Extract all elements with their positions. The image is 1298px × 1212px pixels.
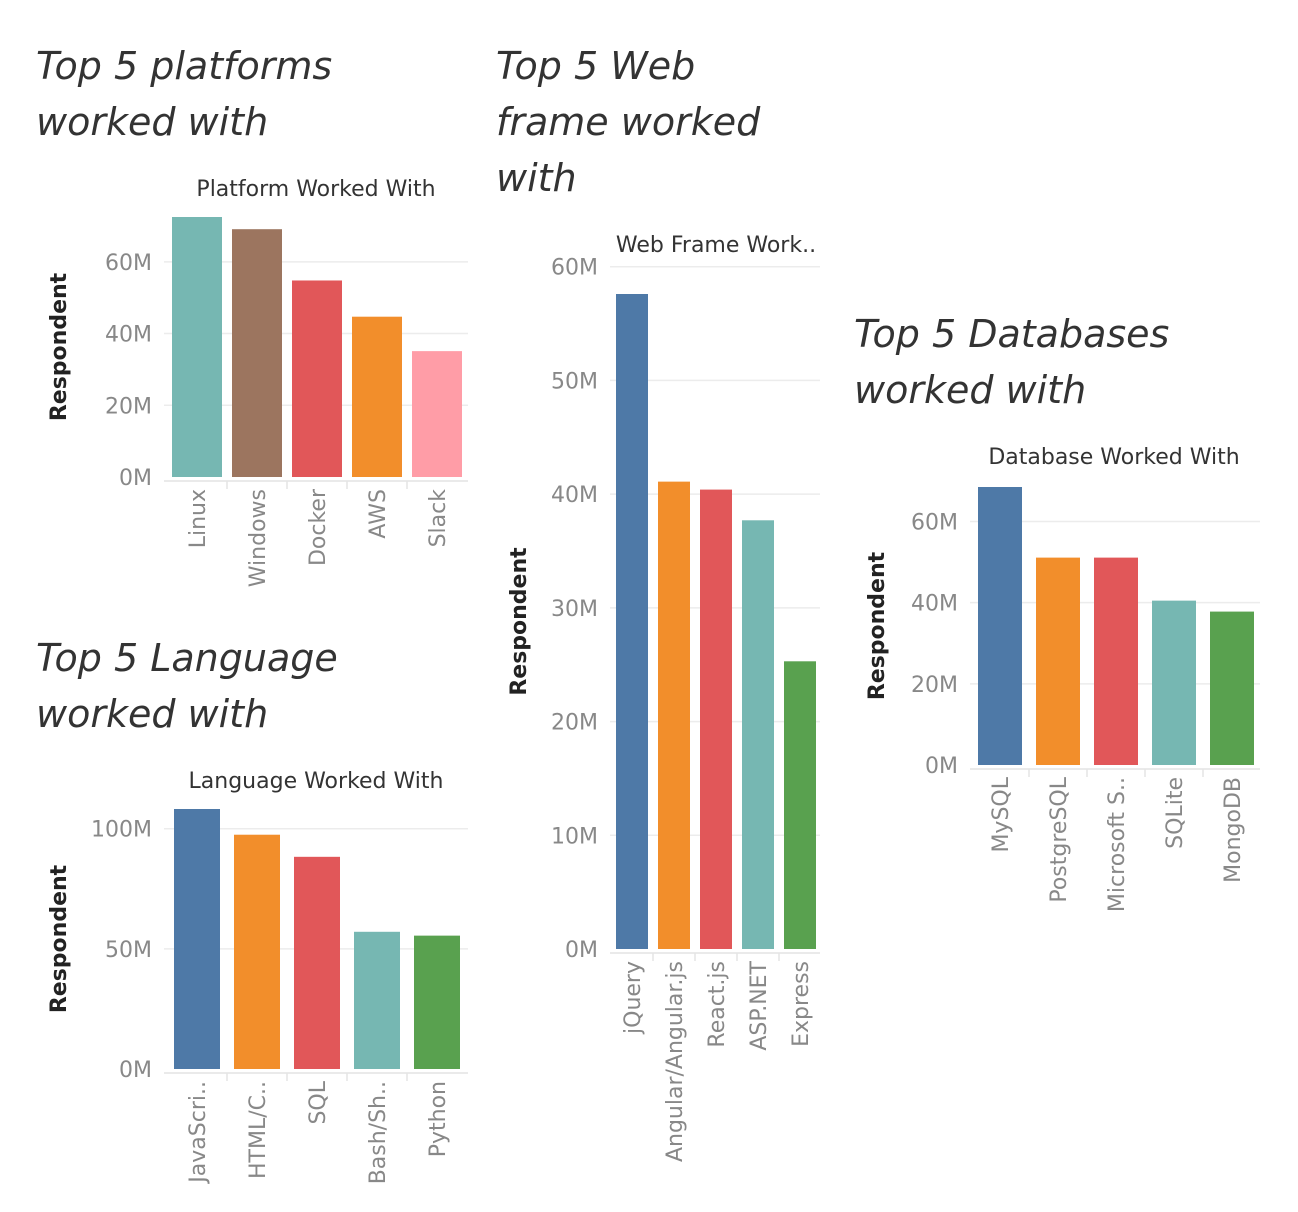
panel-heading-platforms: Top 5 platforms worked with: [36, 38, 332, 150]
chart-2: Language Worked With 0M 50M 100M Respondent J…: [47, 769, 468, 1185]
category-label: Angular/Angular.js: [663, 961, 688, 1162]
bar: [1094, 557, 1138, 765]
y-tick-label: 40M: [551, 483, 598, 508]
y-tick-label: 50M: [551, 369, 598, 394]
y-tick-label: 20M: [105, 394, 152, 419]
bar: [658, 481, 690, 949]
category-label: JavaScri..: [186, 1081, 211, 1185]
y-tick-label: 40M: [911, 592, 958, 617]
y-tick-label: 60M: [105, 251, 152, 276]
panel-heading-webframe: Top 5 Web frame worked with: [496, 38, 760, 206]
category-label: Slack: [426, 489, 451, 548]
bar: [232, 229, 282, 477]
y-tick-label: 20M: [551, 711, 598, 736]
heading-line: worked with: [854, 368, 1087, 412]
heading-line: Top 5 platforms: [36, 44, 333, 88]
bar: [616, 294, 648, 949]
category-label: SQL: [306, 1080, 331, 1124]
category-label: MySQL: [989, 776, 1014, 852]
bar: [978, 487, 1022, 765]
bar: [742, 520, 774, 949]
chart-1: Platform Worked With 0M 20M 40M 60M Responden…: [47, 177, 468, 587]
bar: [414, 935, 460, 1069]
y-tick-label: 0M: [119, 466, 152, 491]
category-label: MongoDB: [1221, 777, 1246, 883]
bar: [700, 489, 732, 949]
heading-line: Top 5 Databases: [854, 312, 1170, 356]
panel-heading-databases: Top 5 Databases worked with: [854, 306, 1169, 418]
y-tick-label: 40M: [105, 323, 152, 348]
category-label: Windows: [246, 489, 271, 587]
bar: [352, 316, 402, 477]
y-tick-label: 0M: [119, 1058, 152, 1083]
category-label: Linux: [186, 489, 211, 548]
heading-line: worked with: [36, 692, 269, 736]
y-tick-label: 100M: [91, 818, 152, 843]
category-label: Docker: [306, 488, 331, 566]
chart-3: Web Frame Work.. 0M 10M 20M 30M 40M 50M 60M Resp…: [507, 233, 820, 1162]
chart-title: Platform Worked With: [196, 177, 435, 202]
category-label: jQuery: [621, 961, 646, 1035]
bar: [354, 931, 400, 1069]
bar: [1036, 557, 1080, 765]
bar: [412, 351, 462, 477]
chart-title: Database Worked With: [988, 445, 1239, 470]
category-label: Microsoft S..: [1105, 777, 1130, 912]
category-label: SQLite: [1163, 777, 1188, 849]
y-tick-label: 60M: [551, 256, 598, 281]
y-tick-label: 60M: [911, 510, 958, 535]
category-label: ASP.NET: [747, 960, 772, 1050]
bar: [292, 280, 342, 477]
category-label: PostgreSQL: [1047, 776, 1072, 902]
bar: [1210, 611, 1254, 765]
y-axis-label: Respondent: [47, 864, 72, 1013]
category-label: Python: [426, 1081, 451, 1157]
heading-line: Top 5 Language: [36, 636, 338, 680]
bar: [234, 834, 280, 1069]
bar: [294, 856, 340, 1069]
bar: [174, 809, 220, 1069]
y-tick-label: 10M: [551, 824, 598, 849]
chart-4: Database Worked With 0M 20M 40M 60M Responden…: [865, 445, 1260, 912]
y-tick-label: 0M: [925, 754, 958, 779]
y-axis-label: Respondent: [47, 272, 72, 421]
chart-title: Web Frame Work..: [616, 233, 816, 258]
bar: [1152, 600, 1196, 765]
heading-line: Top 5 Web: [496, 44, 696, 88]
category-label: Express: [789, 961, 814, 1047]
bar: [172, 217, 222, 477]
category-label: HTML/C..: [246, 1081, 271, 1179]
y-tick-label: 30M: [551, 597, 598, 622]
y-tick-label: 50M: [105, 938, 152, 963]
panel-heading-language: Top 5 Language worked with: [36, 630, 338, 742]
heading-line: frame worked: [496, 100, 761, 144]
y-tick-label: 20M: [911, 673, 958, 698]
bar: [784, 661, 816, 949]
category-label: React.js: [705, 961, 730, 1048]
y-tick-label: 0M: [565, 938, 598, 963]
chart-title: Language Worked With: [189, 769, 444, 794]
y-axis-label: Respondent: [865, 551, 890, 700]
category-label: AWS: [366, 489, 391, 539]
heading-line: worked with: [36, 100, 269, 144]
category-label: Bash/Sh..: [366, 1081, 391, 1184]
y-axis-label: Respondent: [507, 547, 532, 696]
heading-line: with: [496, 156, 577, 200]
